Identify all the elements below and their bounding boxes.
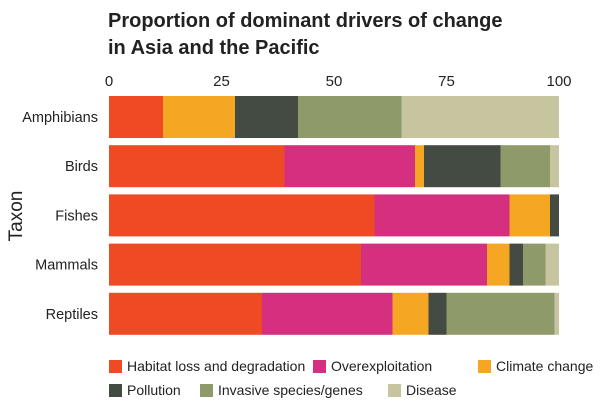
chart-title-line: in Asia and the Pacific: [108, 37, 320, 59]
x-tick-label: 0: [105, 73, 113, 90]
bar-row-birds: [109, 145, 559, 188]
legend-label: Invasive species/genes: [218, 382, 363, 398]
bar-segment-mammals-disease: [545, 243, 559, 286]
bar-segment-reptiles-disease: [554, 292, 559, 335]
bar-segment-reptiles-climate-change: [392, 292, 429, 335]
y-axis-label: Taxon: [6, 191, 27, 242]
legend-swatch: [388, 384, 401, 397]
legend-swatch: [109, 360, 122, 373]
bar-segment-birds-overexploitation: [284, 145, 415, 188]
bar-segment-birds-invasive-species-genes: [500, 145, 550, 188]
legend-label: Overexploitation: [331, 358, 432, 374]
legend-item-disease: Disease: [388, 382, 457, 398]
bar-segment-reptiles-overexploitation: [262, 292, 393, 335]
x-tick-label: 25: [213, 73, 230, 90]
category-label-amphibians: Amphibians: [22, 110, 98, 126]
bar-row-amphibians: [109, 96, 559, 138]
bar-segment-reptiles-habitat-loss-and-degradation: [109, 292, 262, 335]
bar-segment-reptiles-invasive-species-genes: [446, 292, 555, 335]
bar-row-reptiles: [109, 292, 559, 335]
legend-item-pollution: Pollution: [109, 382, 181, 398]
bar-segment-amphibians-pollution: [235, 96, 298, 138]
x-axis: 0 25 50 75 100: [105, 73, 572, 90]
chart-title-line: Proportion of dominant drivers of change: [108, 10, 502, 32]
category-label-mammals: Mammals: [35, 258, 98, 274]
bar-segment-fishes-overexploitation: [374, 194, 510, 237]
bar-segment-birds-disease: [550, 145, 559, 188]
legend-item-habitat-loss-and-degradation: Habitat loss and degradation: [109, 358, 305, 374]
legend-label: Disease: [406, 382, 457, 398]
legend: Habitat loss and degradation Overexploita…: [109, 358, 593, 398]
legend-swatch: [313, 360, 326, 373]
legend-label: Habitat loss and degradation: [127, 358, 305, 374]
category-label-birds: Birds: [65, 159, 98, 175]
bar-segment-birds-habitat-loss-and-degradation: [109, 145, 285, 188]
bar-segment-amphibians-habitat-loss-and-degradation: [109, 96, 163, 138]
bar-segment-fishes-habitat-loss-and-degradation: [109, 194, 375, 237]
bars: [109, 96, 559, 335]
bar-segment-mammals-pollution: [509, 243, 523, 286]
legend-swatch: [478, 360, 491, 373]
category-labels: Amphibians Birds Fishes Mammals Reptiles: [22, 110, 98, 323]
legend-item-climate-change: Climate change: [478, 358, 593, 374]
bar-row-mammals: [109, 243, 559, 286]
bar-segment-amphibians-climate-change: [163, 96, 235, 138]
legend-label: Pollution: [127, 382, 181, 398]
bar-segment-amphibians-invasive-species-genes: [298, 96, 402, 138]
bar-segment-amphibians-disease: [401, 96, 559, 138]
chart-title: Proportion of dominant drivers of change…: [108, 10, 502, 59]
category-label-fishes: Fishes: [55, 208, 98, 224]
x-tick-label: 100: [546, 73, 571, 90]
bar-segment-birds-climate-change: [415, 145, 424, 188]
bar-segment-mammals-habitat-loss-and-degradation: [109, 243, 361, 286]
bar-row-fishes: [109, 194, 559, 237]
legend-swatch: [200, 384, 213, 397]
bar-segment-mammals-invasive-species-genes: [523, 243, 546, 286]
bar-segment-mammals-climate-change: [487, 243, 510, 286]
legend-item-overexploitation: Overexploitation: [313, 358, 432, 374]
legend-label: Climate change: [496, 358, 593, 374]
bar-segment-reptiles-pollution: [428, 292, 447, 335]
bar-segment-mammals-overexploitation: [361, 243, 487, 286]
bar-segment-birds-pollution: [424, 145, 501, 188]
x-tick-label: 50: [326, 73, 343, 90]
category-label-reptiles: Reptiles: [46, 307, 98, 323]
legend-swatch: [109, 384, 122, 397]
legend-item-invasive-species-genes: Invasive species/genes: [200, 382, 363, 398]
bar-segment-fishes-climate-change: [509, 194, 550, 237]
bar-segment-fishes-pollution: [550, 194, 559, 237]
x-tick-label: 75: [438, 73, 455, 90]
